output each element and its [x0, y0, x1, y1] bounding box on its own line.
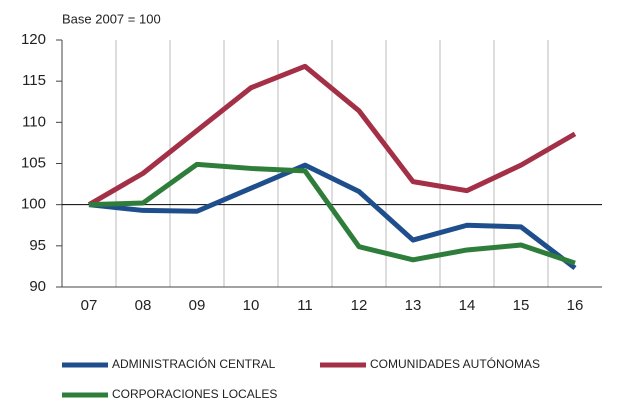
x-tick-label: 16	[567, 297, 584, 314]
x-tick-label: 11	[297, 297, 313, 314]
y-tick-label: 90	[29, 278, 46, 295]
y-tick-label: 120	[21, 31, 46, 48]
series-line	[88, 162, 577, 271]
x-tick-label: 08	[135, 297, 152, 314]
legend-label: CORPORACIONES LOCALES	[112, 387, 277, 401]
legend-label: COMUNIDADES AUTÓNOMAS	[370, 356, 540, 371]
x-tick-label: 14	[459, 297, 476, 314]
x-tick-label: 15	[513, 297, 530, 314]
series-line	[87, 63, 577, 207]
x-tick-label: 13	[405, 297, 422, 314]
y-tick-label: 110	[22, 113, 46, 130]
y-tick-label: 115	[22, 72, 46, 89]
legend-label: ADMINISTRACIÓN CENTRAL	[112, 356, 276, 371]
x-tick-label: 12	[351, 297, 368, 314]
x-tick-label: 10	[243, 297, 260, 314]
y-tick-label: 105	[21, 154, 46, 171]
y-tick-label: 95	[29, 237, 46, 254]
x-tick-label: 09	[189, 297, 206, 314]
x-tick-label: 07	[81, 297, 98, 314]
y-tick-label: 100	[21, 196, 46, 213]
chart-subtitle: Base 2007 = 100	[62, 11, 161, 26]
series-line	[88, 161, 576, 266]
